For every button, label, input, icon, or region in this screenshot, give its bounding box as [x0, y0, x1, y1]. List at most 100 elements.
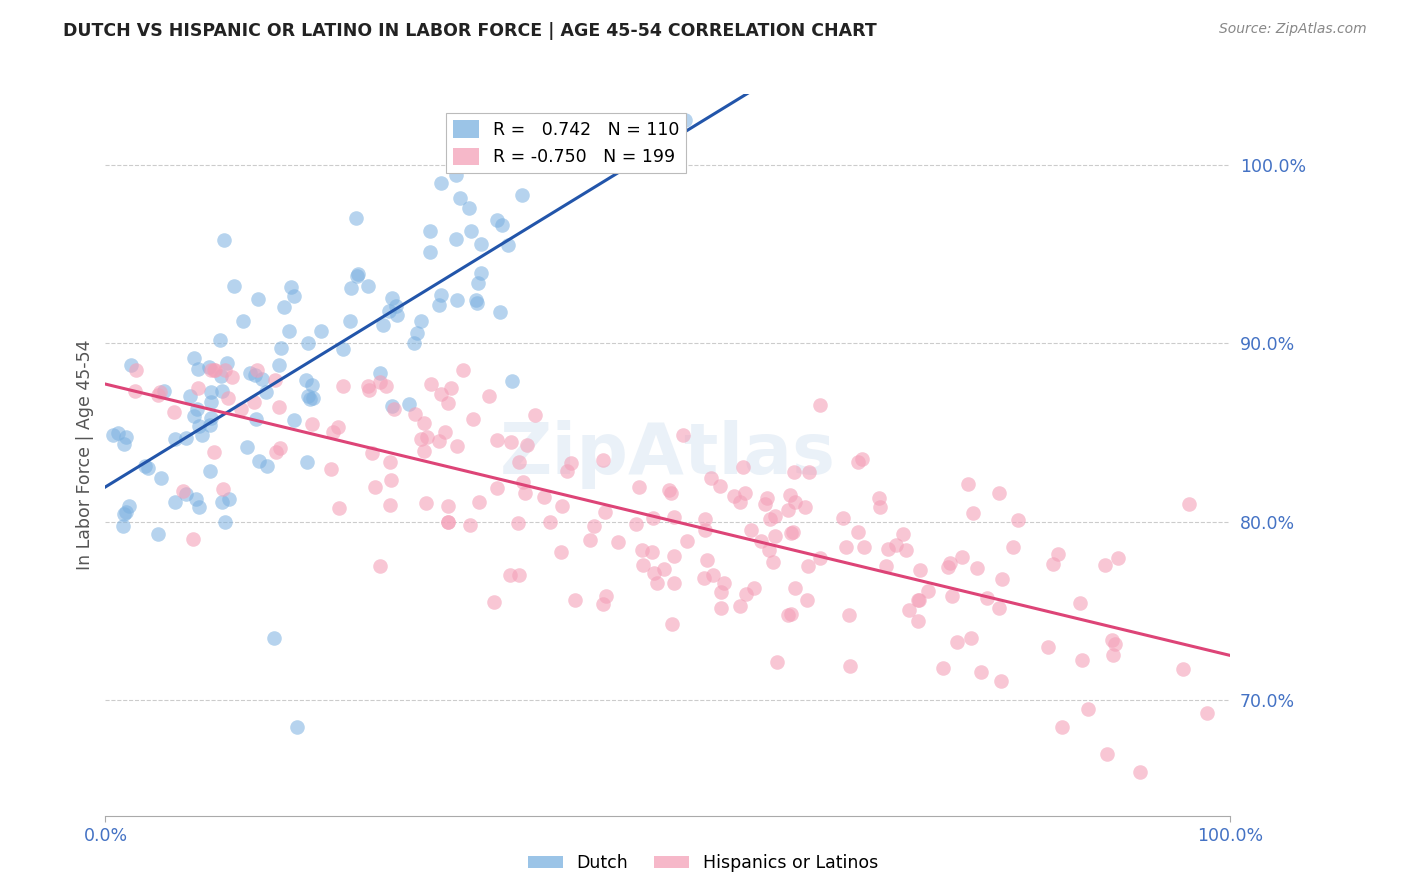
Point	[174, 487, 197, 501]
Point	[756, 491, 779, 505]
Point	[430, 387, 453, 401]
Point	[485, 481, 508, 495]
Point	[970, 665, 993, 679]
Point	[785, 495, 807, 509]
Point	[134, 458, 156, 473]
Point	[344, 211, 367, 225]
Point	[120, 358, 142, 372]
Point	[101, 428, 124, 442]
Point	[236, 440, 259, 454]
Point	[1047, 547, 1070, 561]
Point	[382, 401, 405, 416]
Point	[894, 543, 917, 558]
Text: ZipAtlas: ZipAtlas	[501, 420, 835, 490]
Point	[990, 673, 1012, 688]
Point	[339, 314, 361, 328]
Point	[429, 434, 451, 448]
Point	[1007, 513, 1029, 527]
Point	[273, 301, 295, 315]
Point	[652, 561, 675, 575]
Point	[1001, 540, 1024, 554]
Point	[404, 335, 426, 350]
Point	[853, 540, 876, 554]
Point	[250, 372, 273, 386]
Point	[378, 455, 401, 469]
Point	[263, 631, 285, 645]
Point	[229, 402, 252, 417]
Point	[709, 479, 731, 493]
Point	[181, 533, 204, 547]
Point	[413, 444, 436, 458]
Point	[987, 486, 1010, 500]
Point	[146, 387, 169, 401]
Point	[267, 358, 290, 372]
Point	[516, 438, 538, 452]
Point	[437, 515, 460, 529]
Point	[1173, 662, 1195, 676]
Point	[112, 519, 135, 533]
Point	[693, 511, 716, 525]
Point	[256, 458, 278, 473]
Point	[380, 473, 402, 487]
Point	[209, 334, 232, 348]
Point	[404, 407, 426, 421]
Point	[966, 561, 988, 575]
Point	[215, 356, 238, 370]
Point	[328, 501, 350, 516]
Point	[188, 500, 211, 514]
Point	[783, 581, 806, 595]
Point	[946, 635, 969, 649]
Point	[444, 232, 467, 246]
Point	[242, 395, 264, 409]
Point	[877, 541, 900, 556]
Point	[200, 411, 222, 425]
Point	[332, 378, 354, 392]
Point	[285, 720, 308, 734]
Point	[595, 505, 617, 519]
Point	[264, 445, 287, 459]
Point	[696, 552, 718, 566]
Point	[702, 567, 724, 582]
Point	[217, 391, 239, 405]
Point	[124, 384, 146, 399]
Point	[782, 524, 804, 539]
Point	[347, 267, 370, 281]
Point	[891, 526, 914, 541]
Point	[384, 299, 406, 313]
Point	[673, 113, 696, 128]
Point	[468, 494, 491, 508]
Point	[326, 420, 349, 434]
Point	[592, 452, 614, 467]
Point	[699, 471, 721, 485]
Point	[458, 202, 481, 216]
Point	[607, 535, 630, 549]
Point	[796, 592, 818, 607]
Point	[931, 661, 953, 675]
Point	[214, 363, 236, 377]
Point	[211, 495, 233, 509]
Point	[799, 465, 821, 479]
Point	[917, 583, 939, 598]
Point	[624, 516, 647, 531]
Point	[419, 244, 441, 259]
Point	[506, 516, 529, 530]
Point	[762, 555, 785, 569]
Point	[174, 431, 197, 445]
Point	[907, 615, 929, 629]
Point	[124, 363, 146, 377]
Point	[1050, 720, 1073, 734]
Point	[375, 379, 398, 393]
Point	[309, 324, 332, 338]
Point	[179, 388, 201, 402]
Point	[512, 475, 534, 490]
Point	[936, 560, 959, 574]
Point	[368, 375, 391, 389]
Point	[187, 362, 209, 376]
Point	[254, 384, 277, 399]
Point	[662, 575, 685, 590]
Point	[662, 509, 685, 524]
Point	[950, 550, 973, 565]
Point	[742, 581, 765, 595]
Point	[485, 434, 508, 448]
Point	[664, 549, 686, 563]
